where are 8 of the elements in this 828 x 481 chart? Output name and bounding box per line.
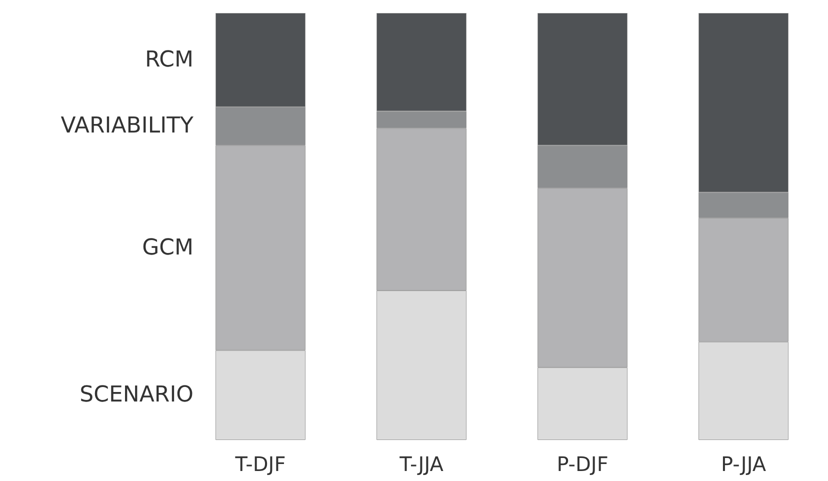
series-label: SCENARIO — [80, 382, 194, 408]
x-tick-label: P-JJA — [720, 452, 766, 476]
series-label: RCM — [144, 47, 194, 72]
series-label: VARIABILITY — [60, 114, 194, 139]
x-tick-label: T-DJF — [234, 452, 286, 476]
x-tick-label: T-JJA — [398, 452, 444, 476]
x-tick-label: P-DJF — [556, 452, 608, 476]
series-label: GCM — [142, 235, 194, 260]
